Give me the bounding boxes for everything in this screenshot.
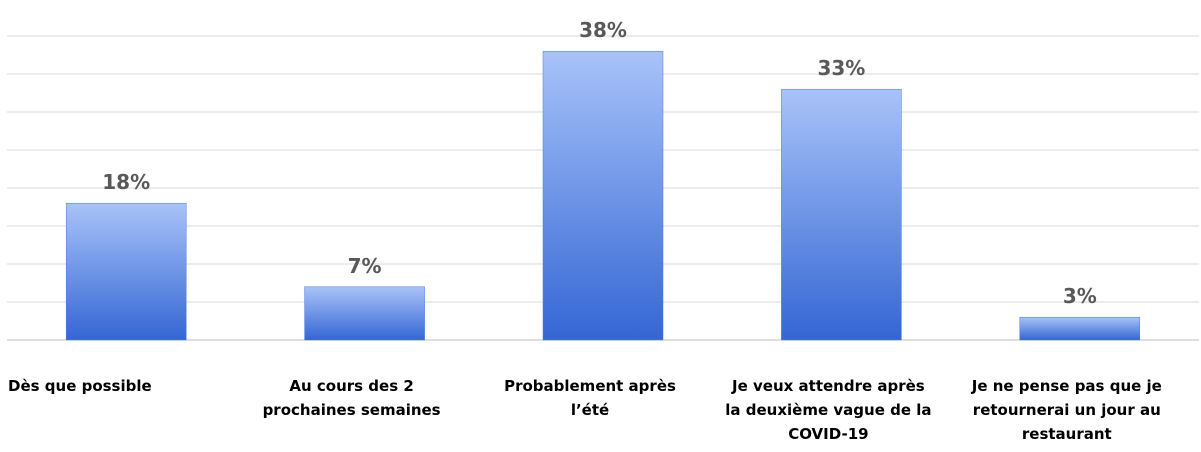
value-label: 38%	[579, 18, 627, 42]
x-tick-label: Dès que possible	[8, 377, 152, 395]
x-tick-label: Je ne pense pas que je retournerai un jo…	[971, 377, 1162, 443]
value-label: 18%	[102, 170, 150, 194]
bar	[65, 202, 187, 341]
bar	[304, 286, 425, 341]
bar	[781, 88, 902, 341]
x-tick-label: Probablement après l’été	[504, 377, 676, 419]
value-label: 3%	[1063, 284, 1097, 308]
bar	[1019, 316, 1141, 341]
x-tick-label: Je veux attendre après la deuxième vague…	[725, 377, 932, 443]
value-label: 33%	[817, 56, 865, 80]
value-label: 7%	[348, 254, 382, 278]
bar	[542, 50, 664, 341]
x-tick-label: Au cours des 2 prochaines semaines	[262, 377, 441, 419]
